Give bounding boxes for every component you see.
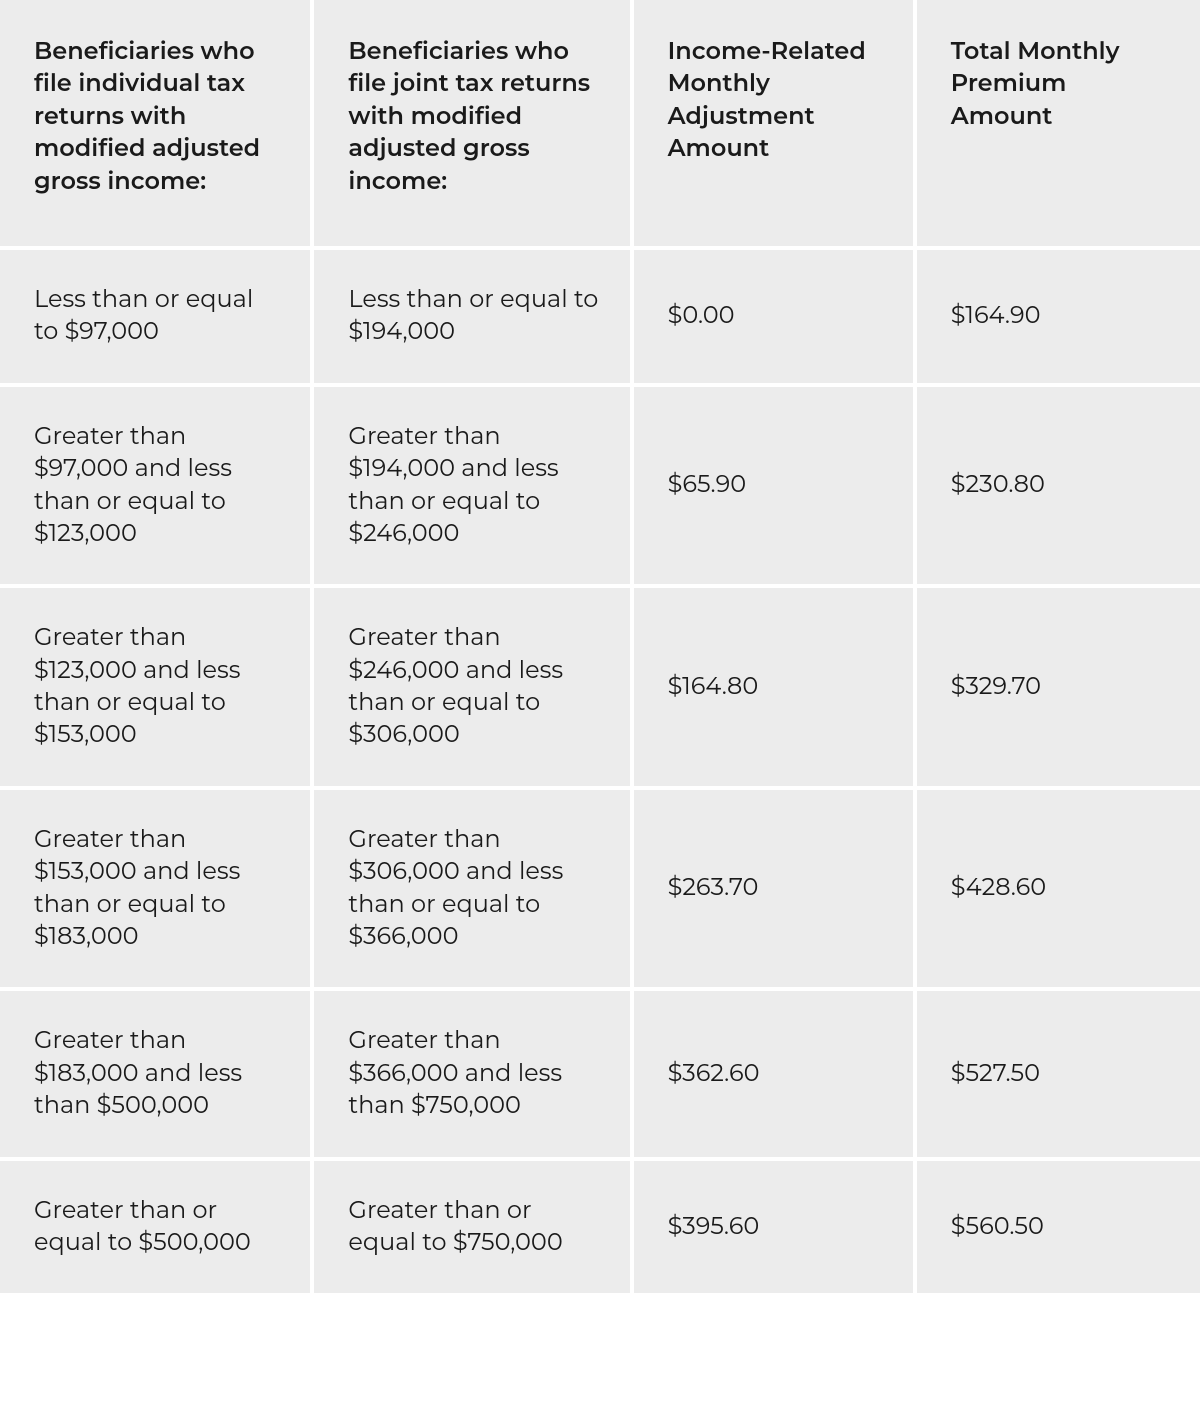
table-cell: Greater than $153,000 and less than or e… <box>0 790 314 992</box>
column-header: Income-Related Monthly Adjustment Amount <box>634 0 917 250</box>
table-row: Greater than $97,000 and less than or eq… <box>0 387 1200 589</box>
table-cell: Less than or equal to $194,000 <box>314 250 633 387</box>
table-cell: Greater than $366,000 and less than $750… <box>314 991 633 1160</box>
table-cell: $329.70 <box>917 588 1200 790</box>
table-cell: Greater than $246,000 and less than or e… <box>314 588 633 790</box>
table-row: Greater than $123,000 and less than or e… <box>0 588 1200 790</box>
table-cell: $0.00 <box>634 250 917 387</box>
table-cell: $164.90 <box>917 250 1200 387</box>
table-cell: $428.60 <box>917 790 1200 992</box>
table-cell: Greater than $194,000 and less than or e… <box>314 387 633 589</box>
table-cell: Greater than or equal to $500,000 <box>0 1161 314 1298</box>
table-row: Greater than or equal to $500,000 Greate… <box>0 1161 1200 1298</box>
table-header-row: Beneficiaries who file individual tax re… <box>0 0 1200 250</box>
table-row: Greater than $183,000 and less than $500… <box>0 991 1200 1160</box>
table-cell: $527.50 <box>917 991 1200 1160</box>
column-header: Beneficiaries who file individual tax re… <box>0 0 314 250</box>
table-cell: Greater than $306,000 and less than or e… <box>314 790 633 992</box>
table-cell: $65.90 <box>634 387 917 589</box>
premium-table: Beneficiaries who file individual tax re… <box>0 0 1200 1297</box>
column-header: Beneficiaries who file joint tax returns… <box>314 0 633 250</box>
table-cell: $395.60 <box>634 1161 917 1298</box>
table-cell: Greater than $97,000 and less than or eq… <box>0 387 314 589</box>
table-cell: $362.60 <box>634 991 917 1160</box>
table-cell: $230.80 <box>917 387 1200 589</box>
table-cell: Greater than or equal to $750,000 <box>314 1161 633 1298</box>
table-cell: $164.80 <box>634 588 917 790</box>
table-cell: $263.70 <box>634 790 917 992</box>
table-cell: $560.50 <box>917 1161 1200 1298</box>
table-cell: Greater than $183,000 and less than $500… <box>0 991 314 1160</box>
table-cell: Greater than $123,000 and less than or e… <box>0 588 314 790</box>
table-row: Less than or equal to $97,000 Less than … <box>0 250 1200 387</box>
table-row: Greater than $153,000 and less than or e… <box>0 790 1200 992</box>
table-cell: Less than or equal to $97,000 <box>0 250 314 387</box>
column-header: Total Monthly Premium Amount <box>917 0 1200 250</box>
